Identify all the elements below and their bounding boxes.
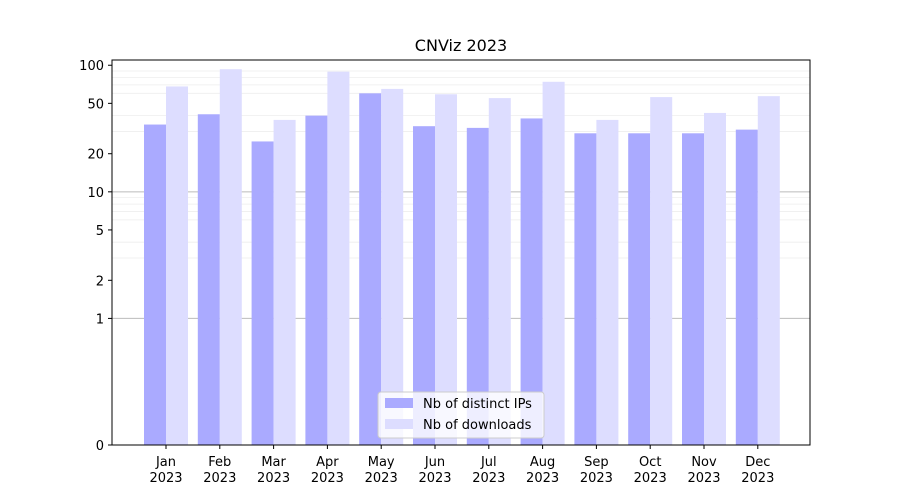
x-tick-label-year: 2023 [257,471,290,486]
bar-distinct-ips [735,129,758,445]
bar-downloads [488,98,511,445]
bar-distinct-ips [144,124,166,445]
x-tick-label-month: Aug [530,455,555,470]
y-tick-label: 5 [96,224,104,239]
y-tick-label: 100 [79,59,104,74]
bar-distinct-ips [197,114,220,445]
bar-downloads [327,71,350,446]
legend-label-ips: Nb of distinct IPs [423,397,532,412]
bar-downloads [166,86,188,445]
bar-downloads [650,97,673,446]
x-tick-label-year: 2023 [634,471,667,486]
bar-downloads [273,119,296,445]
bar-downloads [704,112,726,446]
x-tick-label-year: 2023 [418,471,451,486]
y-tick-label: 50 [87,97,104,112]
bar-downloads [219,69,242,446]
x-tick-label-year: 2023 [526,471,559,486]
chart-title: CNViz 2023 [415,36,507,55]
bar-distinct-ips [628,133,651,445]
bar-distinct-ips [520,118,543,445]
bar-distinct-ips [466,127,489,445]
bar-distinct-ips [413,126,435,446]
x-tick-label-month: Apr [316,455,339,470]
bar-distinct-ips [682,133,704,445]
legend-box [377,391,545,439]
x-tick-label-month: Dec [745,455,770,470]
y-tick-label: 20 [87,148,104,163]
bar-downloads [381,88,404,445]
y-tick-label: 1 [96,312,104,327]
bar-downloads [757,96,780,446]
x-tick-label-month: Nov [691,455,717,470]
bar-distinct-ips [574,133,597,445]
x-tick-label-month: Jan [155,455,176,470]
legend-label-downloads: Nb of downloads [423,418,532,433]
bars [144,69,780,446]
x-tick-label-year: 2023 [365,471,398,486]
bar-downloads [542,81,565,445]
y-tick-label: 10 [87,186,104,201]
bar-downloads [596,119,619,445]
plot-frame [111,59,811,446]
x-tick-label-month: Feb [208,455,231,470]
bar-distinct-ips [251,141,274,445]
y-tick-label: 2 [96,274,104,289]
bar-downloads [435,94,457,446]
y-axis: 0 1 2 5 10 20 50 100 [79,59,112,454]
legend-swatch-downloads [385,419,413,429]
y-tick-label: 0 [96,439,104,454]
x-tick-label-month: May [368,455,395,470]
x-tick-label-year: 2023 [741,471,774,486]
x-tick-label-month: Mar [261,455,286,470]
legend-swatch-ips [385,398,413,408]
bar-distinct-ips [359,93,382,445]
x-tick-label-year: 2023 [311,471,344,486]
x-tick-label-year: 2023 [687,471,720,486]
x-tick-label-month: Jun [424,455,445,470]
bar-distinct-ips [305,115,328,445]
x-tick-label-month: Sep [584,455,609,470]
x-tick-label-month: Jul [480,455,497,470]
x-tick-label-year: 2023 [580,471,613,486]
legend: Nb of distinct IPs Nb of downloads [377,391,545,439]
x-tick-label-year: 2023 [149,471,182,486]
x-tick-label-month: Oct [639,455,661,470]
x-tick-label-year: 2023 [203,471,236,486]
x-tick-label-year: 2023 [472,471,505,486]
x-axis: Jan2023Feb2023Mar2023Apr2023May2023Jun20… [149,445,774,486]
